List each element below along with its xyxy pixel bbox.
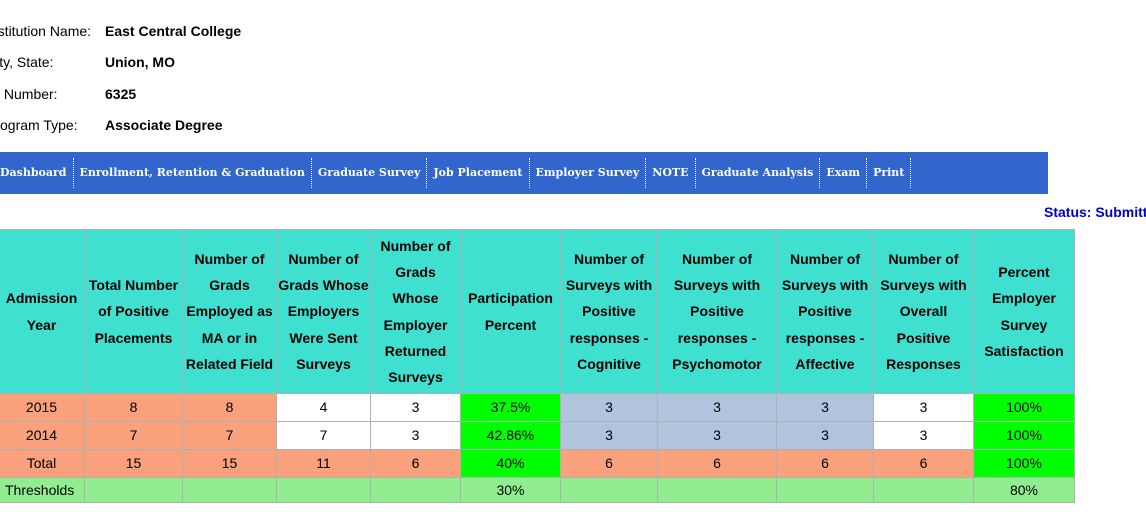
nav-graduate-analysis[interactable]: Graduate Analysis bbox=[696, 158, 821, 188]
city-state-value: Union, MO bbox=[105, 54, 175, 70]
table-cell bbox=[873, 477, 974, 503]
table-row-total: Total 15 15 11 6 40% 6 6 6 6 100% bbox=[0, 449, 1075, 478]
id-number-value: 6325 bbox=[105, 86, 137, 102]
table-cell: 7 bbox=[84, 421, 183, 450]
table-cell: 2014 bbox=[0, 421, 85, 450]
table-cell: 8 bbox=[182, 393, 277, 422]
id-number-label: ID Number: bbox=[0, 86, 58, 102]
table-cell: 2015 bbox=[0, 393, 85, 422]
table-cell: 6 bbox=[657, 449, 777, 478]
table-cell: 30% bbox=[460, 477, 561, 503]
table-header-row: Admission Year Total Number of Positive … bbox=[0, 229, 1075, 394]
status-text: Status: Submitted bbox=[1044, 204, 1146, 220]
table-cell: 6 bbox=[370, 449, 461, 478]
table-cell: 100% bbox=[973, 449, 1075, 478]
header-employers-sent-surveys: Number of Grads Whose Employers Were Sen… bbox=[276, 229, 371, 394]
table-cell: 80% bbox=[973, 477, 1075, 503]
nav-note[interactable]: NOTE bbox=[646, 158, 696, 188]
table-row: 2014 7 7 7 3 42.86% 3 3 3 3 100% bbox=[0, 421, 1075, 450]
table-cell bbox=[776, 477, 874, 503]
program-type-label: Program Type: bbox=[0, 117, 78, 133]
table-cell bbox=[182, 477, 277, 503]
table-cell: 3 bbox=[560, 421, 658, 450]
header-total-positive-placements: Total Number of Positive Placements bbox=[84, 229, 183, 394]
table-cell bbox=[370, 477, 461, 503]
header-admission-year: Admission Year bbox=[0, 229, 85, 394]
table-cell: 3 bbox=[657, 421, 777, 450]
table-cell: 7 bbox=[182, 421, 277, 450]
table-cell: 3 bbox=[370, 421, 461, 450]
table-row: 2015 8 8 4 3 37.5% 3 3 3 3 100% bbox=[0, 393, 1075, 422]
table-cell bbox=[276, 477, 371, 503]
table-cell bbox=[560, 477, 658, 503]
table-cell: 15 bbox=[182, 449, 277, 478]
table-cell: 6 bbox=[873, 449, 974, 478]
employer-survey-table: Admission Year Total Number of Positive … bbox=[0, 229, 1075, 503]
table-cell: 4 bbox=[276, 393, 371, 422]
table-cell: 15 bbox=[84, 449, 183, 478]
institution-name-label: Institution Name: bbox=[0, 23, 92, 39]
table-cell: Thresholds bbox=[0, 477, 85, 503]
table-cell: 100% bbox=[973, 421, 1075, 450]
table-cell: Total bbox=[0, 449, 85, 478]
nav-print[interactable]: Print bbox=[867, 158, 912, 188]
table-cell: 37.5% bbox=[460, 393, 561, 422]
table-cell: 40% bbox=[460, 449, 561, 478]
table-cell: 6 bbox=[560, 449, 658, 478]
nav-employer-survey[interactable]: Employer Survey bbox=[530, 158, 647, 188]
header-overall-positive: Number of Surveys with Overall Positive … bbox=[873, 229, 974, 394]
table-cell: 3 bbox=[873, 421, 974, 450]
table-cell: 3 bbox=[776, 421, 874, 450]
city-state-label: City, State: bbox=[0, 54, 54, 70]
header-grads-employed: Number of Grads Employed as MA or in Rel… bbox=[182, 229, 277, 394]
header-participation-percent: Participation Percent bbox=[460, 229, 561, 394]
table-cell: 100% bbox=[973, 393, 1075, 422]
nav-dashboard[interactable]: Dashboard bbox=[0, 158, 74, 188]
table-cell: 3 bbox=[873, 393, 974, 422]
program-type-value: Associate Degree bbox=[105, 117, 223, 133]
table-cell: 3 bbox=[776, 393, 874, 422]
header-employer-satisfaction: Percent Employer Survey Satisfaction bbox=[973, 229, 1075, 394]
table-cell: 3 bbox=[560, 393, 658, 422]
header-positive-psychomotor: Number of Surveys with Positive response… bbox=[657, 229, 777, 394]
main-navbar: Dashboard Enrollment, Retention & Gradua… bbox=[0, 152, 1048, 194]
table-cell: 42.86% bbox=[460, 421, 561, 450]
table-cell: 3 bbox=[657, 393, 777, 422]
header-positive-affective: Number of Surveys with Positive response… bbox=[776, 229, 874, 394]
table-cell bbox=[84, 477, 183, 503]
table-row-thresholds: Thresholds 30% 80% bbox=[0, 477, 1075, 503]
nav-enrollment-retention-graduation[interactable]: Enrollment, Retention & Graduation bbox=[74, 158, 312, 188]
institution-name-value: East Central College bbox=[105, 23, 242, 39]
table-cell: 8 bbox=[84, 393, 183, 422]
header-positive-cognitive: Number of Surveys with Positive response… bbox=[560, 229, 658, 394]
table-cell: 3 bbox=[370, 393, 461, 422]
nav-graduate-survey[interactable]: Graduate Survey bbox=[312, 158, 428, 188]
table-cell: 7 bbox=[276, 421, 371, 450]
nav-job-placement[interactable]: Job Placement bbox=[427, 158, 530, 188]
nav-exam[interactable]: Exam bbox=[820, 158, 868, 188]
table-cell bbox=[657, 477, 777, 503]
header-employer-returned-surveys: Number of Grads Whose Employer Returned … bbox=[370, 229, 461, 394]
table-cell: 11 bbox=[276, 449, 371, 478]
table-cell: 6 bbox=[776, 449, 874, 478]
